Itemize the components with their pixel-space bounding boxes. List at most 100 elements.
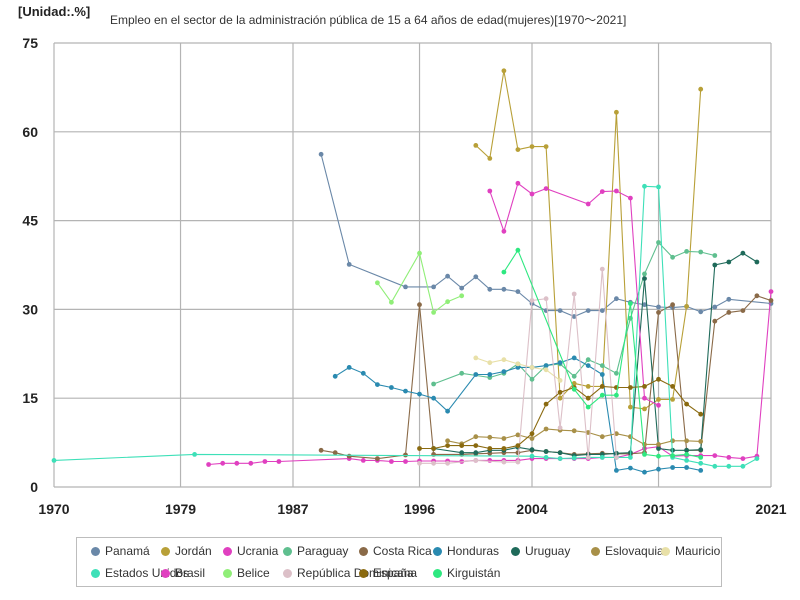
legend-swatch [161, 546, 170, 556]
data-point [403, 388, 408, 394]
data-point [740, 463, 746, 469]
series-line [334, 357, 701, 473]
data-point [417, 391, 422, 397]
legend-label: Eslovaquia [605, 544, 664, 558]
data-point [571, 314, 577, 319]
data-point [501, 369, 507, 374]
data-point [740, 456, 746, 461]
data-point [642, 469, 647, 475]
data-point [459, 450, 465, 456]
data-point [614, 455, 619, 460]
series-11 [375, 250, 465, 315]
data-point [628, 465, 633, 471]
series-line [53, 185, 758, 467]
data-point [445, 460, 450, 466]
legend-item: Belice [223, 566, 270, 580]
data-point [445, 273, 450, 279]
data-point [698, 249, 704, 255]
data-point [571, 291, 577, 297]
data-point [712, 453, 718, 458]
legend-item: República Dominicana [283, 566, 417, 580]
legend-swatch [511, 546, 520, 556]
y-tick-label: 30 [22, 301, 38, 317]
data-point [670, 465, 675, 470]
data-point [726, 455, 732, 460]
data-point [543, 296, 549, 302]
grid-lines [53, 42, 772, 488]
data-point [557, 395, 563, 401]
data-point [487, 360, 493, 366]
data-point [684, 401, 689, 407]
data-point [698, 447, 704, 453]
data-point [543, 144, 549, 150]
legend-swatch [433, 546, 442, 556]
data-point [487, 458, 493, 463]
data-point [543, 426, 549, 432]
data-point [431, 446, 436, 451]
data-point [614, 392, 619, 398]
data-point [445, 408, 450, 414]
data-point [417, 446, 422, 451]
series-line [321, 295, 772, 460]
data-point [656, 466, 661, 472]
data-point [375, 456, 380, 461]
data-point [529, 453, 535, 459]
legend-swatch [161, 568, 170, 578]
data-point [585, 395, 591, 401]
data-point [529, 447, 535, 453]
data-point [431, 460, 436, 466]
series-10 [487, 180, 661, 408]
data-point [501, 436, 507, 441]
legend-label: República Dominicana [297, 566, 418, 580]
data-point [585, 404, 591, 410]
data-point [585, 430, 591, 435]
data-point [642, 384, 647, 389]
data-point [712, 262, 718, 268]
data-point [501, 228, 507, 234]
data-point [360, 370, 366, 376]
data-point [656, 442, 661, 447]
data-point [599, 384, 605, 389]
data-point [515, 450, 521, 456]
data-point [585, 455, 591, 460]
data-point [712, 463, 718, 469]
data-point [670, 384, 675, 389]
data-point [459, 370, 465, 376]
data-point [670, 302, 675, 308]
data-point [557, 456, 563, 461]
series-layer [51, 68, 774, 475]
series-3 [431, 240, 718, 387]
data-point [656, 184, 661, 190]
data-point [740, 308, 746, 313]
data-point [684, 249, 689, 254]
data-point [642, 276, 647, 281]
data-point [473, 458, 479, 463]
data-point [628, 455, 633, 460]
data-point [557, 360, 563, 366]
legend-item: España [359, 566, 414, 580]
data-point [431, 381, 436, 387]
data-point [332, 373, 338, 379]
data-point [276, 459, 282, 464]
data-point [459, 293, 465, 299]
data-point [543, 367, 549, 373]
data-point [487, 434, 493, 440]
data-point [473, 274, 479, 280]
data-point [684, 438, 689, 444]
data-point [557, 389, 563, 395]
data-point [389, 299, 394, 305]
data-point [698, 309, 704, 315]
legend-item: Kirguistán [433, 566, 500, 580]
data-point [543, 455, 549, 460]
data-point [698, 468, 704, 473]
legend-label: España [373, 566, 414, 580]
data-point [473, 372, 479, 377]
data-point [628, 404, 633, 410]
data-point [628, 301, 633, 306]
data-point [726, 259, 732, 265]
data-point [543, 363, 549, 368]
data-point [740, 250, 746, 256]
data-point [389, 459, 394, 464]
data-point [515, 365, 521, 370]
data-point [571, 386, 577, 392]
